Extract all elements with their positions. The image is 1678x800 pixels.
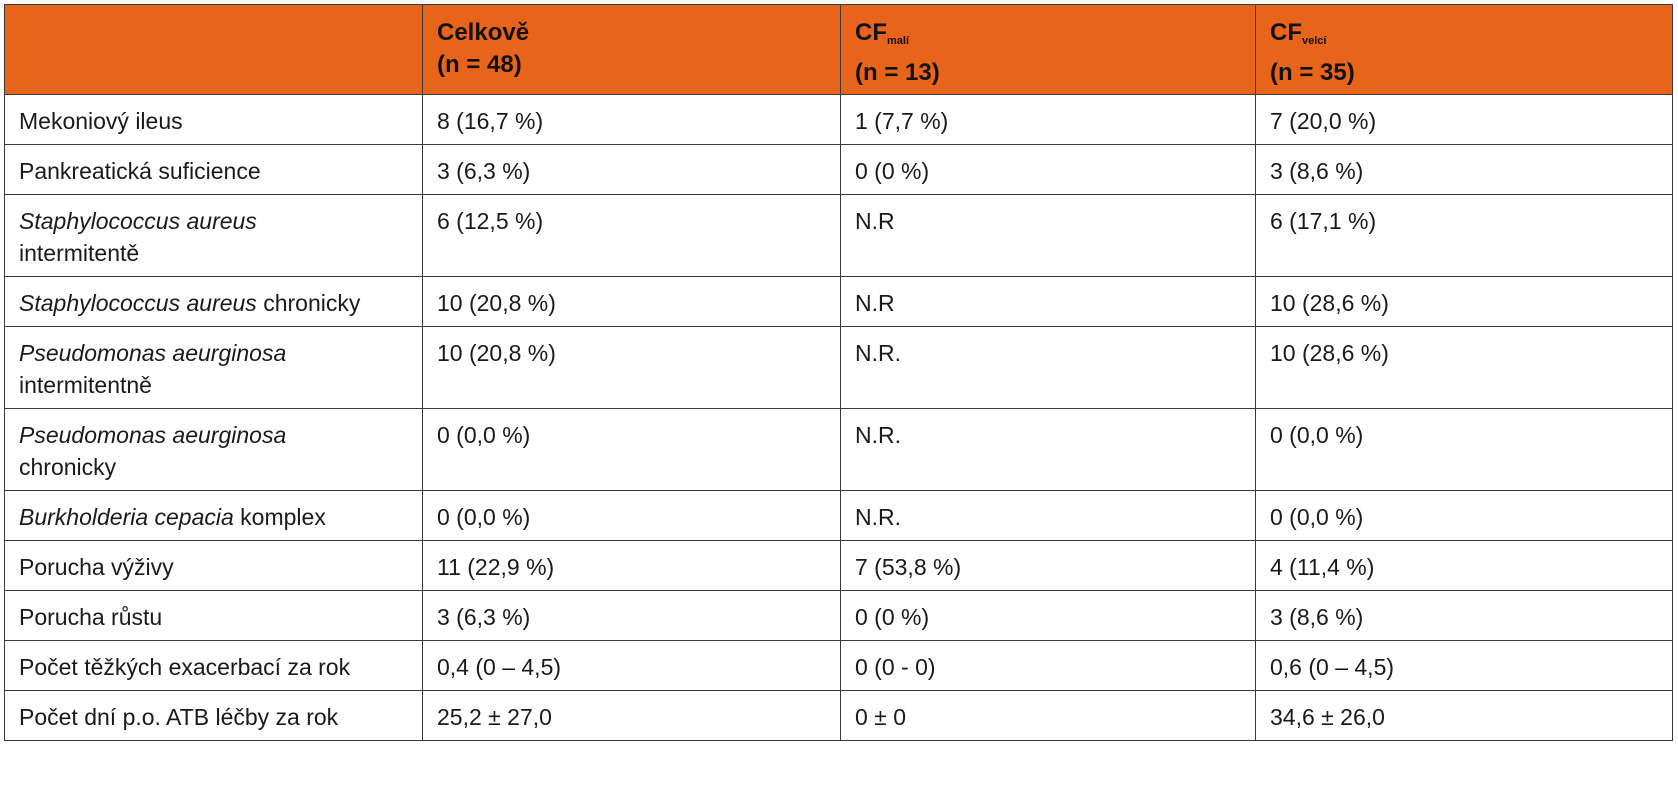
cell-cf-large: 6 (17,1 %) [1255, 194, 1673, 277]
header-cell-cf-large: CFvelcí (n = 35) [1255, 4, 1673, 95]
cell-total: 10 (20,8 %) [422, 276, 841, 327]
cell-cf-large: 10 (28,6 %) [1255, 276, 1673, 327]
row-label: Pseudomonas aeurginosa chronicky [4, 408, 423, 491]
row-label-organism: Pseudomonas aeurginosa [19, 422, 287, 448]
header-cf-large-sub: velcí [1302, 35, 1327, 47]
row-label-detail: komplex [233, 504, 326, 530]
header-total-n: (n = 48) [437, 51, 522, 78]
table-container: Celkově (n = 48) CFmalí (n = 13) CFvelcí… [4, 4, 1673, 741]
cell-cf-small: N.R [840, 276, 1256, 327]
row-label: Porucha růstu [4, 590, 423, 641]
cell-cf-small: 7 (53,8 %) [840, 540, 1256, 591]
cell-total: 11 (22,9 %) [422, 540, 841, 591]
row-label-detail: chronicky [19, 454, 117, 480]
table-row: Porucha výživy 11 (22,9 %) 7 (53,8 %) 4 … [4, 540, 1673, 591]
row-label-organism: Burkholderia cepacia [19, 504, 234, 530]
cell-cf-small: N.R. [840, 326, 1256, 409]
cell-total: 0,4 (0 – 4,5) [422, 640, 841, 691]
table-row: Porucha růstu 3 (6,3 %) 0 (0 %) 3 (8,6 %… [4, 590, 1673, 641]
header-row: Celkově (n = 48) CFmalí (n = 13) CFvelcí… [4, 4, 1673, 95]
header-cf-large-title: CF [1270, 19, 1302, 46]
table-row: Počet těžkých exacerbací za rok 0,4 (0 –… [4, 640, 1673, 691]
cell-cf-small: N.R. [840, 408, 1256, 491]
header-cell-empty [4, 4, 423, 95]
cell-total: 25,2 ± 27,0 [422, 690, 841, 741]
row-label: Pseudomonas aeurginosa intermitentně [4, 326, 423, 409]
cell-total: 6 (12,5 %) [422, 194, 841, 277]
header-cf-small-sub: malí [887, 35, 910, 47]
cell-total: 10 (20,8 %) [422, 326, 841, 409]
table-row: Pseudomonas aeurginosa chronicky 0 (0,0 … [4, 408, 1673, 491]
row-label: Mekoniový ileus [4, 94, 423, 145]
row-label: Pankreatická suficience [4, 144, 423, 195]
table-row: Staphylococcus aureus chronicky 10 (20,8… [4, 276, 1673, 327]
header-cell-total: Celkově (n = 48) [422, 4, 841, 95]
cell-cf-small: 0 (0 %) [840, 590, 1256, 641]
table-row: Pseudomonas aeurginosa intermitentně 10 … [4, 326, 1673, 409]
cell-cf-large: 3 (8,6 %) [1255, 144, 1673, 195]
header-total-title: Celkově [437, 19, 530, 46]
cell-cf-small: N.R [840, 194, 1256, 277]
row-label-detail: chronicky [256, 290, 361, 316]
row-label-organism: Staphylococcus aureus [19, 290, 257, 316]
header-cf-small-n: (n = 13) [855, 59, 940, 86]
header-cf-small-title: CF [855, 19, 887, 46]
cell-cf-large: 3 (8,6 %) [1255, 590, 1673, 641]
cell-total: 8 (16,7 %) [422, 94, 841, 145]
cell-cf-large: 0 (0,0 %) [1255, 408, 1673, 491]
cell-cf-large: 34,6 ± 26,0 [1255, 690, 1673, 741]
cell-cf-small: 0 (0 - 0) [840, 640, 1256, 691]
cell-total: 0 (0,0 %) [422, 408, 841, 491]
header-cell-cf-small: CFmalí (n = 13) [840, 4, 1256, 95]
table-row: Staphylococcus aureus intermitentě 6 (12… [4, 194, 1673, 277]
cell-cf-small: N.R. [840, 490, 1256, 541]
cell-cf-large: 10 (28,6 %) [1255, 326, 1673, 409]
cell-total: 0 (0,0 %) [422, 490, 841, 541]
row-label: Počet dní p.o. ATB léčby za rok [4, 690, 423, 741]
cell-total: 3 (6,3 %) [422, 144, 841, 195]
row-label: Burkholderia cepacia komplex [4, 490, 423, 541]
row-label: Staphylococcus aureus intermitentě [4, 194, 423, 277]
row-label: Počet těžkých exacerbací za rok [4, 640, 423, 691]
data-table: Celkově (n = 48) CFmalí (n = 13) CFvelcí… [4, 4, 1673, 741]
cell-cf-large: 7 (20,0 %) [1255, 94, 1673, 145]
row-label-organism: Staphylococcus aureus [19, 208, 257, 234]
header-cf-large-n: (n = 35) [1270, 59, 1355, 86]
row-label: Porucha výživy [4, 540, 423, 591]
row-label: Staphylococcus aureus chronicky [4, 276, 423, 327]
row-label-detail: intermitentně [19, 372, 152, 398]
row-label-detail: intermitentě [19, 240, 140, 266]
table-row: Mekoniový ileus 8 (16,7 %) 1 (7,7 %) 7 (… [4, 94, 1673, 145]
cell-cf-large: 4 (11,4 %) [1255, 540, 1673, 591]
table-row: Pankreatická suficience 3 (6,3 %) 0 (0 %… [4, 144, 1673, 195]
table-row: Burkholderia cepacia komplex 0 (0,0 %) N… [4, 490, 1673, 541]
cell-cf-large: 0,6 (0 – 4,5) [1255, 640, 1673, 691]
cell-cf-large: 0 (0,0 %) [1255, 490, 1673, 541]
cell-cf-small: 1 (7,7 %) [840, 94, 1256, 145]
cell-cf-small: 0 (0 %) [840, 144, 1256, 195]
row-label-organism: Pseudomonas aeurginosa [19, 340, 287, 366]
table-row: Počet dní p.o. ATB léčby za rok 25,2 ± 2… [4, 690, 1673, 741]
cell-total: 3 (6,3 %) [422, 590, 841, 641]
cell-cf-small: 0 ± 0 [840, 690, 1256, 741]
